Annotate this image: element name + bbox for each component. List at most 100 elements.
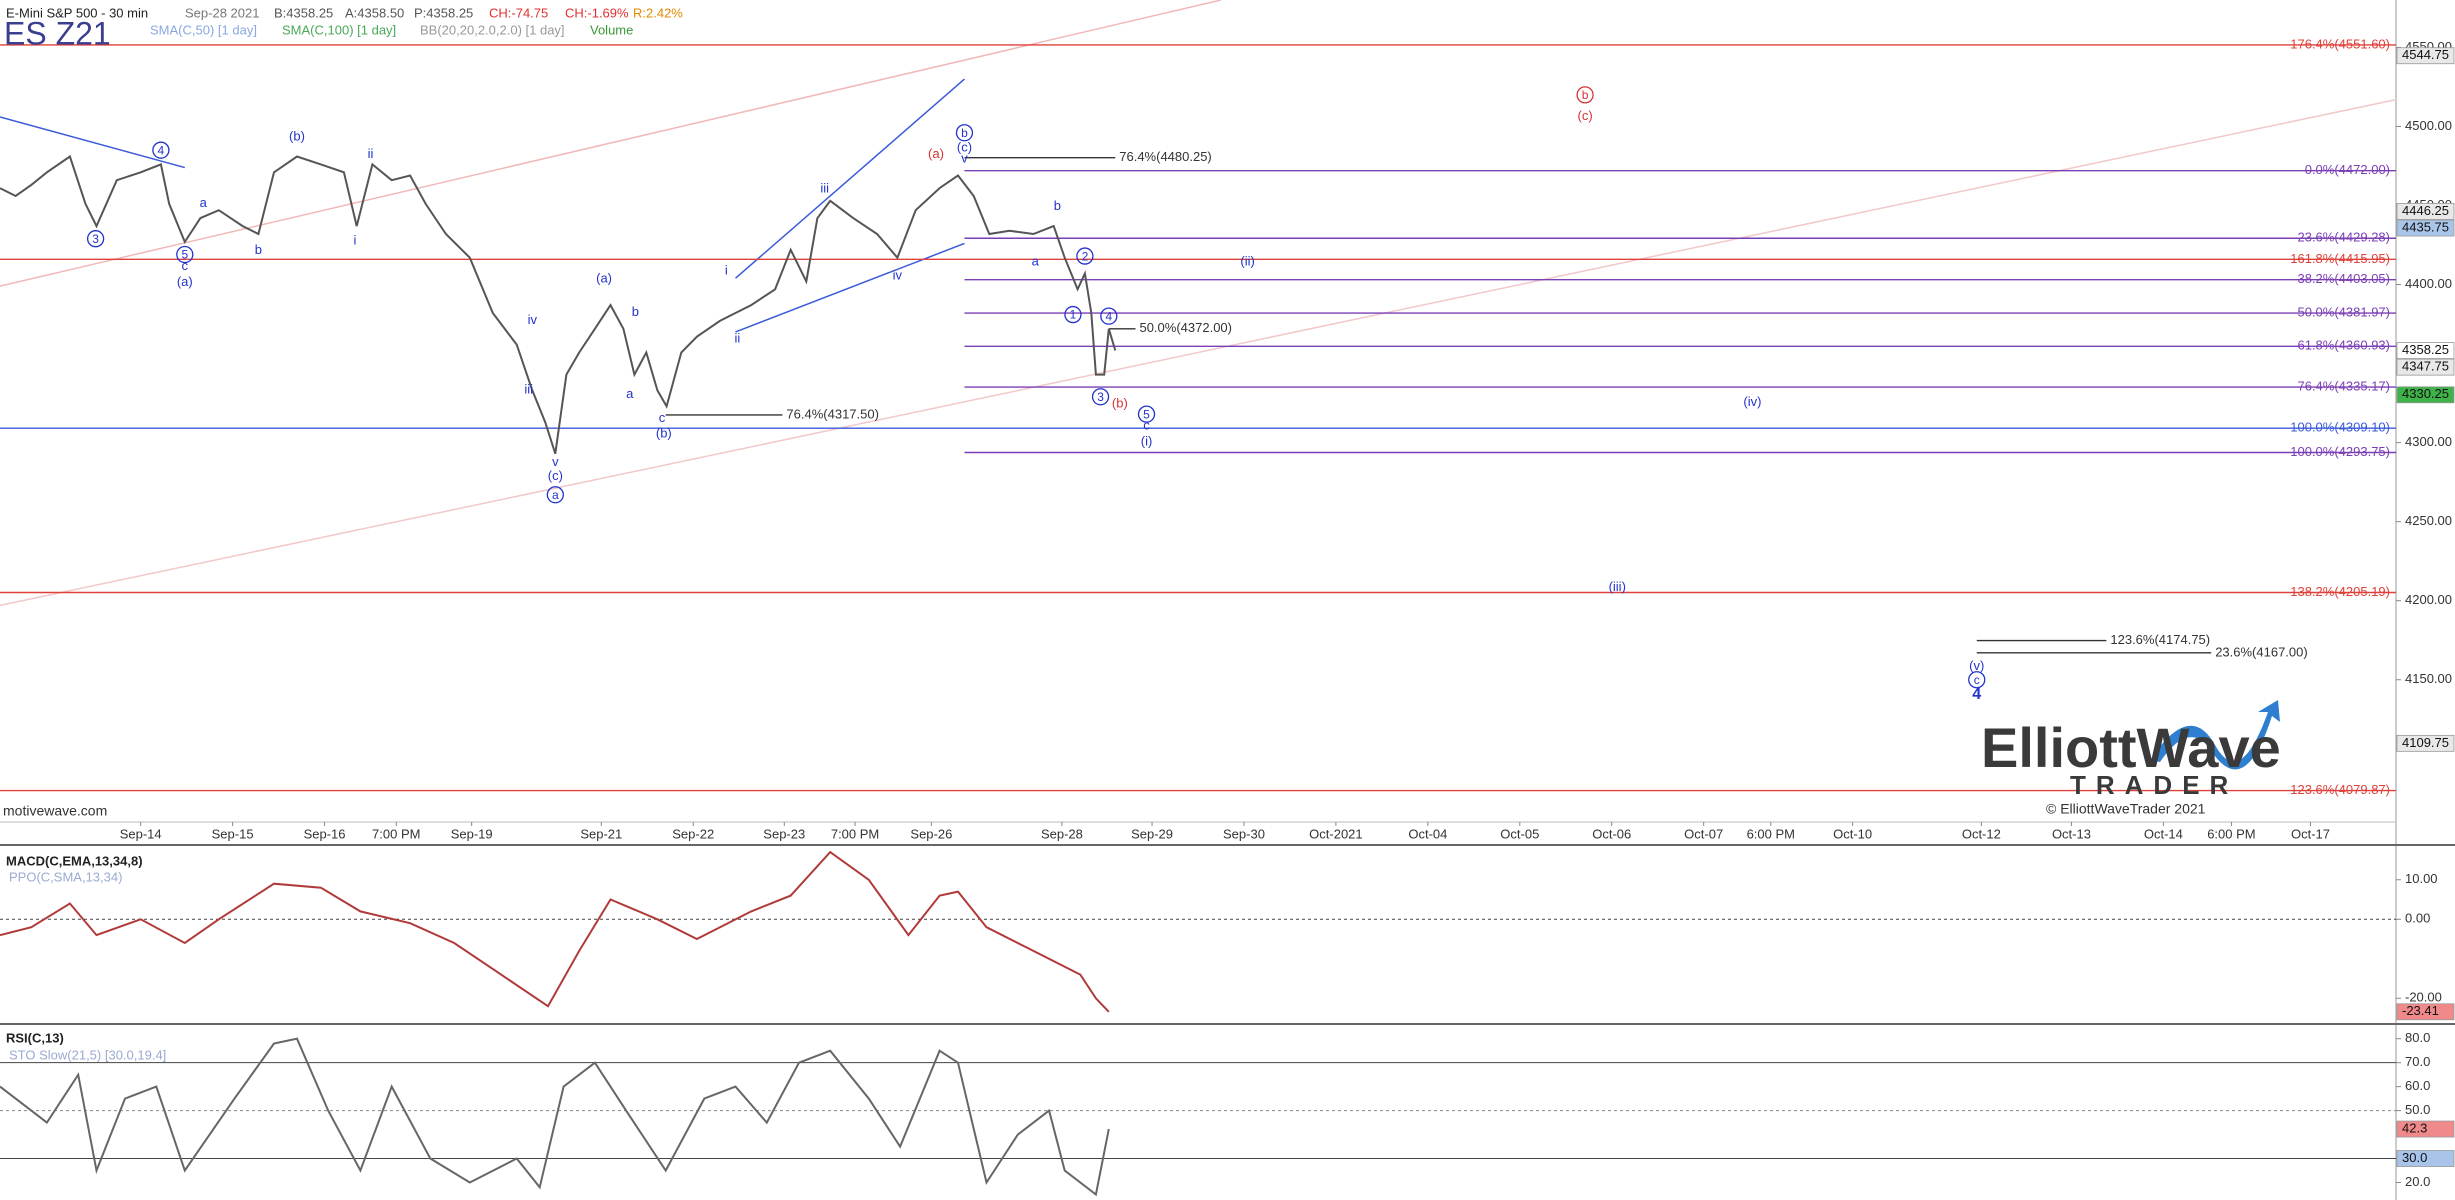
- level-label: 161.8%(4415.95): [2290, 251, 2390, 266]
- price-marker-label: 4330.25: [2402, 386, 2449, 401]
- wave-label: 5: [1143, 407, 1150, 421]
- wave-label: b: [961, 126, 968, 140]
- price-marker: [2396, 219, 2455, 237]
- x-tick-label: Sep-30: [1223, 826, 1265, 841]
- wave-label: 3: [1097, 390, 1104, 404]
- wave-circle: [955, 124, 974, 142]
- y-tick-label: 4500.00: [2405, 118, 2452, 133]
- price-marker: [2396, 1003, 2455, 1021]
- y-tick-label: 60.0: [2405, 1078, 2430, 1093]
- x-tick-label: Sep-14: [120, 826, 162, 841]
- x-tick-label: 6:00 PM: [2207, 826, 2255, 841]
- axis-panel: [2396, 0, 2455, 1200]
- wave-circle: [176, 245, 194, 264]
- y-tick-label: 0.00: [2405, 911, 2430, 926]
- wave-label: iv: [528, 312, 538, 327]
- header-ask: A:4358.50: [345, 5, 404, 20]
- price-marker-label: 4109.75: [2402, 735, 2449, 750]
- wave-label: (a): [928, 146, 944, 161]
- x-tick-label: Sep-26: [910, 826, 952, 841]
- wave-circle: [86, 230, 105, 248]
- header-range: R:2.42%: [633, 5, 683, 20]
- wave-label: ii: [368, 146, 374, 161]
- wave-label: a: [1032, 253, 1040, 268]
- y-tick-label: 70.0: [2405, 1054, 2430, 1069]
- level-label: 61.8%(4360.93): [2297, 338, 2390, 353]
- wave-circle: [1137, 405, 1156, 423]
- wave-circle: [1076, 247, 1094, 265]
- wave-label: b: [1582, 88, 1589, 102]
- trendline: [735, 242, 965, 333]
- trendline: [0, 116, 186, 169]
- logo-copyright: © ElliottWaveTrader 2021: [2046, 801, 2206, 817]
- wave-label: (a): [177, 274, 193, 289]
- level-label: 176.4%(4551.60): [2290, 36, 2390, 51]
- wave-label: 4: [158, 143, 165, 157]
- price-marker-label: 4446.25: [2402, 203, 2449, 218]
- wave-label: a: [200, 195, 208, 210]
- x-tick-label: Sep-19: [451, 826, 493, 841]
- level-label: 23.6%(4429.28): [2297, 230, 2390, 245]
- wave-label: 5: [181, 248, 188, 262]
- y-tick-label: 4150.00: [2405, 671, 2452, 686]
- x-tick-label: Oct-04: [1408, 826, 1447, 841]
- price-marker: [2396, 386, 2455, 404]
- x-tick-label: Oct-17: [2291, 826, 2330, 841]
- price-marker: [2396, 1150, 2455, 1167]
- level-label: 76.4%(4335.17): [2297, 378, 2390, 393]
- header-bid: B:4358.25: [274, 5, 333, 20]
- series-line: [0, 154, 1117, 455]
- wave-label: i: [353, 233, 356, 248]
- y-tick-label: 4250.00: [2405, 513, 2452, 528]
- y-tick-label: 80.0: [2405, 1030, 2430, 1045]
- x-tick-label: 7:00 PM: [831, 826, 879, 841]
- series-line: [0, 850, 1110, 1013]
- panel-title: RSI(C,13): [6, 1030, 64, 1045]
- wave-circle: [1064, 305, 1082, 324]
- wave-label: (i): [1141, 433, 1153, 448]
- level-label: 123.6%(4079.87): [2290, 782, 2390, 797]
- indicator-label: BB(20,20,2.0,2.0) [1 day]: [420, 22, 565, 37]
- logo-swoosh: [2150, 700, 2280, 770]
- wave-label: c: [659, 410, 666, 425]
- level-label: 0.0%(4472.00): [2305, 162, 2390, 177]
- ticker: ES Z21: [4, 15, 111, 51]
- x-tick-label: Sep-23: [763, 826, 805, 841]
- level-label: 76.4%(4480.25): [1119, 149, 1212, 164]
- x-tick-label: Sep-21: [580, 826, 622, 841]
- price-marker-label: 30.0: [2402, 1150, 2427, 1165]
- x-tick-label: Oct-13: [2052, 826, 2091, 841]
- x-tick-label: Oct-10: [1833, 826, 1872, 841]
- x-tick-label: Oct-12: [1962, 826, 2001, 841]
- level-label: 50.0%(4372.00): [1139, 320, 1232, 335]
- level-label: 138.2%(4205.19): [2290, 584, 2390, 599]
- level-label: 38.2%(4403.05): [2297, 271, 2390, 286]
- indicator-label: SMA(C,100) [1 day]: [282, 22, 396, 37]
- x-tick-label: Sep-15: [212, 826, 254, 841]
- level-label: 23.6%(4167.00): [2215, 644, 2308, 659]
- wave-label: v: [961, 151, 968, 166]
- x-tick-label: Sep-22: [672, 826, 714, 841]
- wave-label: (iv): [1743, 394, 1761, 409]
- price-marker: [2396, 47, 2455, 65]
- price-marker: [2396, 203, 2455, 220]
- wave-label: (b): [289, 128, 305, 143]
- wave-label: (ii): [1240, 253, 1254, 268]
- wave-label: iii: [820, 181, 829, 196]
- wave-label: iii: [524, 381, 533, 396]
- price-marker-label: 4544.75: [2402, 47, 2449, 62]
- header-change-pct: CH:-1.69%: [565, 5, 629, 20]
- x-tick-label: Oct-05: [1500, 826, 1539, 841]
- x-tick-label: Oct-2021: [1309, 826, 1362, 841]
- price-marker: [2396, 358, 2455, 376]
- wave-label: (a): [596, 271, 612, 286]
- wave-label: (b): [656, 426, 672, 441]
- price-marker: [2396, 342, 2455, 359]
- price-marker: [2396, 734, 2455, 752]
- x-tick-label: Oct-14: [2144, 826, 2183, 841]
- x-tick-label: Sep-28: [1041, 826, 1083, 841]
- chart-title: E-Mini S&P 500 - 30 min: [6, 5, 148, 20]
